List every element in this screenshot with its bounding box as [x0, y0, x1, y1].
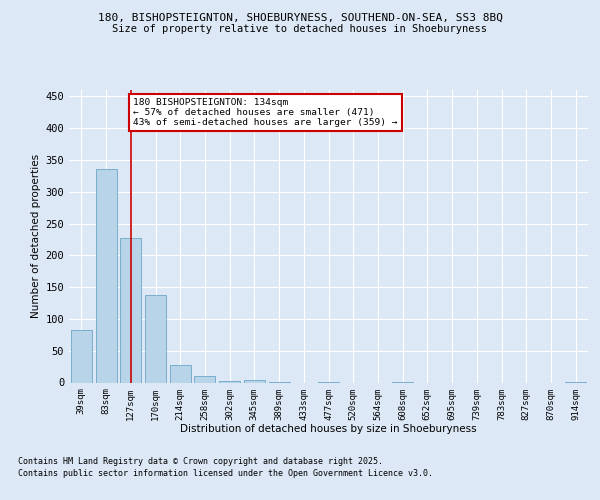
- Bar: [170, 364, 191, 382]
- Bar: [145, 294, 166, 382]
- Text: Contains public sector information licensed under the Open Government Licence v3: Contains public sector information licen…: [18, 468, 433, 477]
- Bar: [194, 376, 215, 382]
- Text: 180, BISHOPSTEIGNTON, SHOEBURYNESS, SOUTHEND-ON-SEA, SS3 8BQ: 180, BISHOPSTEIGNTON, SHOEBURYNESS, SOUT…: [97, 12, 503, 22]
- Y-axis label: Number of detached properties: Number of detached properties: [31, 154, 41, 318]
- Bar: [71, 330, 92, 382]
- Bar: [219, 380, 240, 382]
- Bar: [120, 238, 141, 382]
- Text: 180 BISHOPSTEIGNTON: 134sqm
← 57% of detached houses are smaller (471)
43% of se: 180 BISHOPSTEIGNTON: 134sqm ← 57% of det…: [133, 98, 398, 128]
- Bar: [244, 380, 265, 382]
- Text: Size of property relative to detached houses in Shoeburyness: Size of property relative to detached ho…: [113, 24, 487, 34]
- Text: Contains HM Land Registry data © Crown copyright and database right 2025.: Contains HM Land Registry data © Crown c…: [18, 458, 383, 466]
- X-axis label: Distribution of detached houses by size in Shoeburyness: Distribution of detached houses by size …: [180, 424, 477, 434]
- Bar: [95, 169, 116, 382]
